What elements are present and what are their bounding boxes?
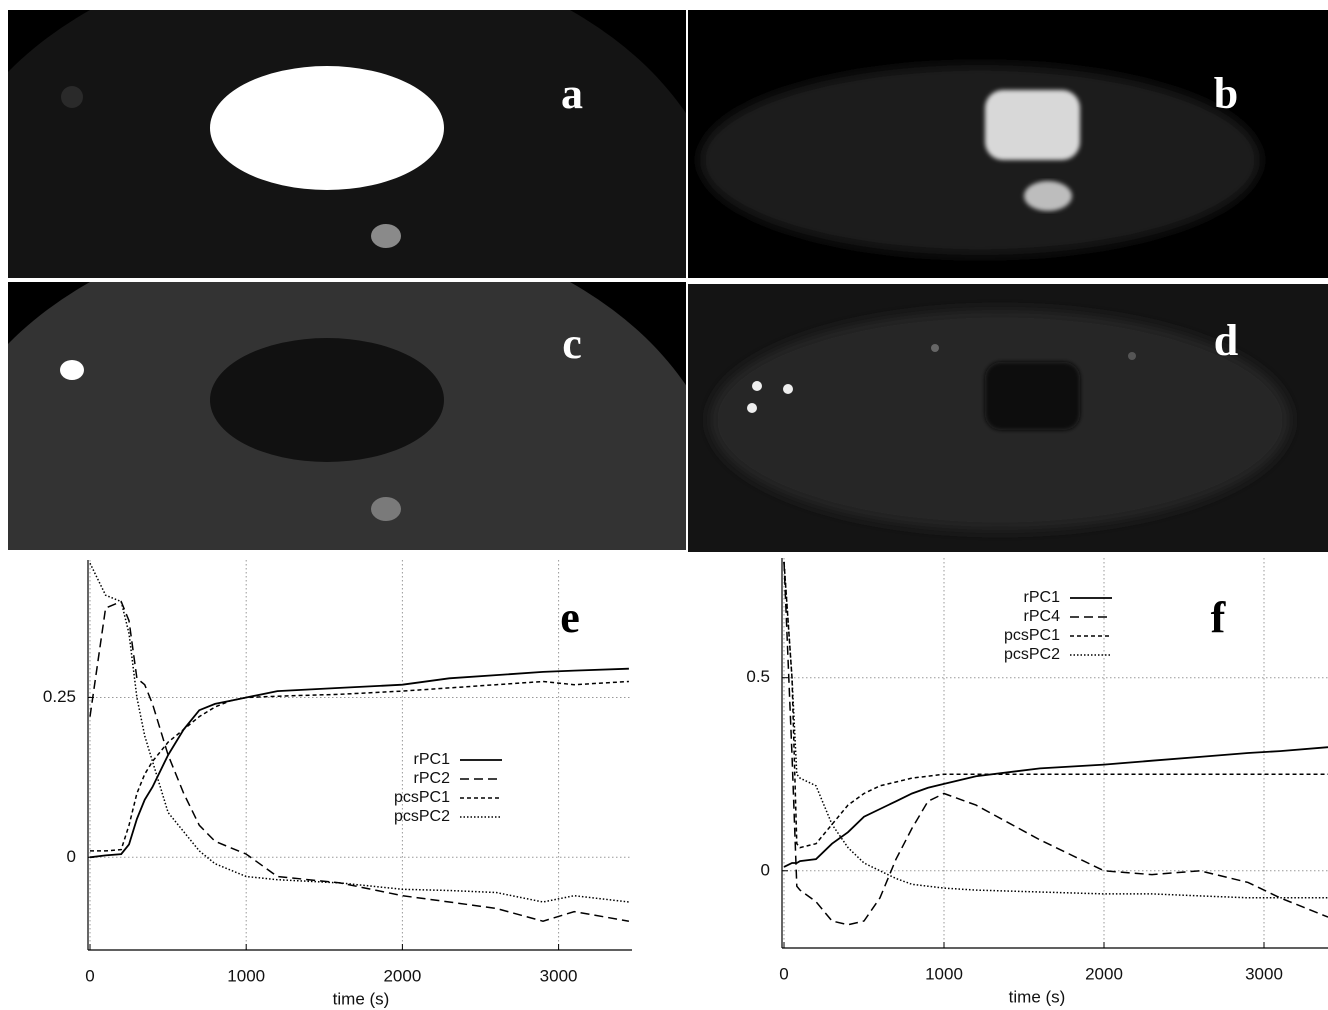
x-axis-label: time (s) [1009, 987, 1066, 1006]
x-tick-label: 1000 [227, 966, 265, 985]
panel-label: d [1214, 316, 1238, 365]
panel-label: e [560, 593, 580, 642]
region [371, 497, 401, 521]
y-tick-label: 0.5 [746, 667, 770, 686]
series-line [90, 602, 629, 922]
legend-label: rPC1 [414, 751, 451, 768]
region [210, 66, 444, 190]
legend-label: rPC2 [414, 770, 451, 787]
legend-label: pcsPC1 [394, 789, 450, 806]
series-line [784, 747, 1328, 867]
y-tick-label: 0 [67, 847, 76, 866]
x-tick-label: 2000 [1085, 964, 1123, 983]
series-line [90, 563, 629, 902]
region [60, 360, 84, 380]
panel-label: f [1211, 593, 1227, 642]
region [210, 338, 444, 462]
hot-spot [931, 344, 939, 352]
legend-label: rPC1 [1024, 589, 1061, 606]
series-line [90, 682, 629, 851]
x-tick-label: 0 [779, 964, 788, 983]
panel-b: b [688, 10, 1328, 278]
cold-region [985, 362, 1080, 430]
hot-spot [1128, 352, 1136, 360]
x-axis-label: time (s) [333, 989, 390, 1008]
panel-label: a [561, 69, 583, 118]
hot-spot [752, 381, 762, 391]
hot-region [985, 90, 1080, 160]
x-tick-label: 0 [85, 966, 94, 985]
legend-label: pcsPC1 [1004, 627, 1060, 644]
legend-label: pcsPC2 [394, 808, 450, 825]
x-tick-label: 3000 [540, 966, 578, 985]
panel-label: c [562, 319, 582, 368]
legend-label: pcsPC2 [1004, 646, 1060, 663]
body-signal [700, 65, 1260, 255]
x-tick-label: 1000 [925, 964, 963, 983]
panel-label: b [1214, 69, 1238, 118]
hot-region [1024, 181, 1072, 211]
panel-d: d [688, 284, 1328, 552]
x-tick-label: 3000 [1245, 964, 1283, 983]
x-tick-label: 2000 [383, 966, 421, 985]
y-tick-label: 0.25 [43, 687, 76, 706]
chart-e: 0 1000 2000 3000 0 0.25 time (s) e rPC1 rPC2 pcsPC… [43, 560, 632, 1008]
panel-c: c [0, 222, 730, 822]
region [371, 224, 401, 248]
y-tick-label: 0 [761, 860, 770, 879]
region [61, 86, 83, 108]
legend-label: rPC4 [1024, 608, 1061, 625]
hot-spot [783, 384, 793, 394]
figure: a b c d 0 1000 2000 3000 0 0.25 time (s) e rPC1 r… [0, 0, 1328, 1010]
chart-f: 0 1000 2000 3000 0 0.5 time (s) f rPC1 rPC4 pcsPC1… [746, 558, 1328, 1006]
hot-spot [747, 403, 757, 413]
